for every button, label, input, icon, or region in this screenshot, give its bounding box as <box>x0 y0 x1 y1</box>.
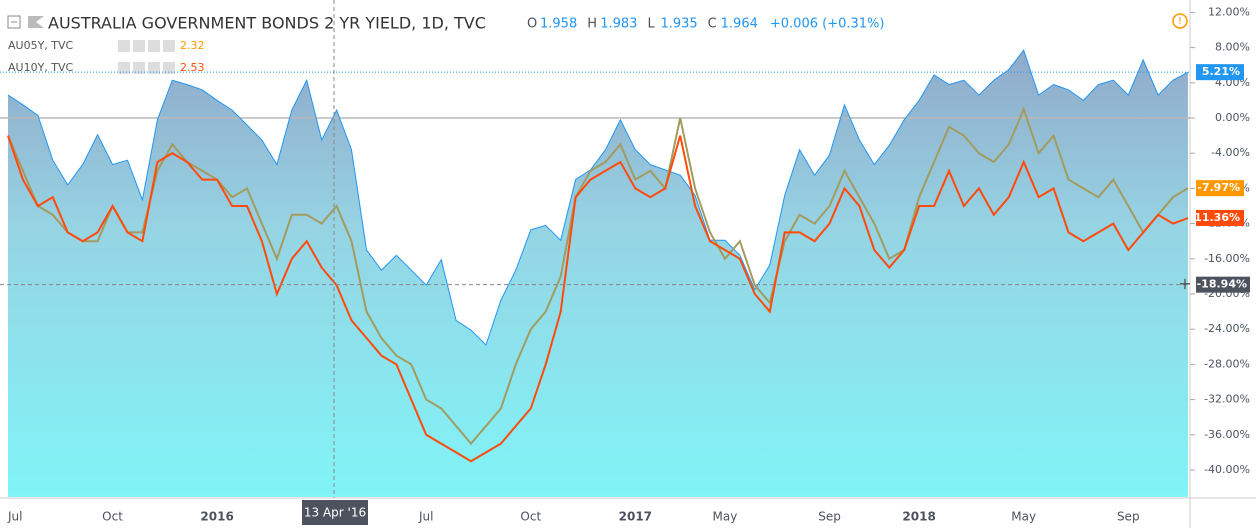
y-tick-label: -36.00% <box>1204 428 1250 441</box>
alert-mark: ! <box>1178 16 1182 27</box>
ohlc-label: C <box>708 17 717 32</box>
crosshair-tag <box>1196 276 1250 293</box>
legend-button[interactable] <box>163 62 175 74</box>
legend-button[interactable] <box>148 62 160 74</box>
last-value-label: 5.21% <box>1202 65 1240 78</box>
x-tick-label: Sep <box>1117 510 1140 524</box>
flag-icon[interactable] <box>28 16 44 28</box>
y-tick-label: -24.00% <box>1204 322 1250 335</box>
series-line <box>7 135 1189 463</box>
x-tick-label: Oct <box>520 510 541 524</box>
y-tick-label: -32.00% <box>1204 393 1250 406</box>
plot-area <box>0 49 1190 497</box>
crosshair-label: -18.94% <box>1197 278 1247 291</box>
ohlc-label: O <box>527 17 537 32</box>
y-tick-label: 0.00% <box>1215 111 1250 124</box>
series-line <box>7 49 1189 346</box>
legend-button[interactable] <box>118 62 130 74</box>
x-tick-label: 2016 <box>200 510 233 524</box>
legend-name: AU10Y, TVC <box>8 61 74 74</box>
crosshair-plus: + <box>1178 274 1191 293</box>
ohlc-label: H <box>587 17 597 32</box>
alert-icon[interactable] <box>1172 13 1188 29</box>
y-tick-label: -28.00% <box>1204 357 1250 370</box>
y-tick-label: -16.00% <box>1204 252 1250 265</box>
x-tick-label: Oct <box>102 510 123 524</box>
y-tick-label: -40.00% <box>1204 463 1250 476</box>
ohlc-value: 1.935 <box>660 17 697 32</box>
ohlc-value: 1.964 <box>721 17 758 32</box>
last-value-tag <box>1196 180 1244 197</box>
legend-name: AU05Y, TVC <box>8 39 74 52</box>
x-tick-label: 2017 <box>619 510 652 524</box>
area-fill <box>8 50 1188 497</box>
x-tick-label: May <box>1011 510 1036 524</box>
y-tick-label: 8.00% <box>1215 41 1250 54</box>
legend-button[interactable] <box>133 40 145 52</box>
last-value-label: -11.36% <box>1190 211 1240 224</box>
legend-button[interactable] <box>133 62 145 74</box>
x-tick-label: Sep <box>818 510 841 524</box>
header: AUSTRALIA GOVERNMENT BONDS 2 YR YIELD, 1… <box>7 13 1188 74</box>
x-tick-label: Jul <box>7 510 22 524</box>
x-tick-label: May <box>713 510 738 524</box>
y-tick-label: -4.00% <box>1211 146 1250 159</box>
ohlc-value: 1.983 <box>600 17 637 32</box>
ohlc-change: +0.006 (+0.31%) <box>770 17 885 32</box>
legend-value: 2.32 <box>180 39 205 52</box>
last-value-tag <box>1196 64 1244 81</box>
x-tick-label: 2018 <box>902 510 935 524</box>
legend-value: 2.53 <box>180 61 205 74</box>
x-tick-label: Jul <box>418 510 433 524</box>
legend-button[interactable] <box>163 40 175 52</box>
collapse-icon[interactable] <box>7 15 21 29</box>
legend-button[interactable] <box>118 40 130 52</box>
chart-title: AUSTRALIA GOVERNMENT BONDS 2 YR YIELD, 1… <box>48 14 486 33</box>
ohlc-value: 1.958 <box>540 17 577 32</box>
y-tick-label: 12.00% <box>1208 5 1250 18</box>
last-value-label: -7.97% <box>1197 181 1240 194</box>
legend-button[interactable] <box>148 40 160 52</box>
ohlc-label: L <box>647 17 655 32</box>
series-line <box>7 106 1189 446</box>
crosshair-date-box <box>302 500 368 525</box>
crosshair-date: 13 Apr '16 <box>304 506 366 520</box>
last-value-tag <box>1196 209 1244 226</box>
